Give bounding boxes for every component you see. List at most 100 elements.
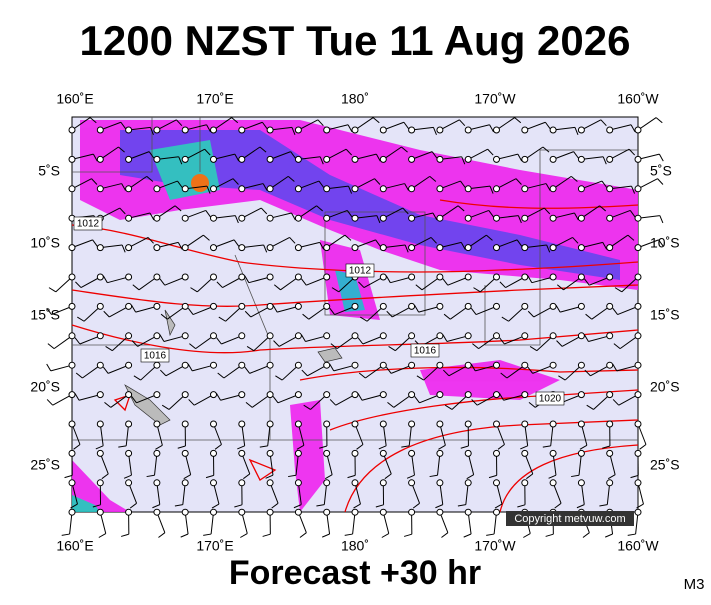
station: [578, 421, 584, 427]
station: [465, 303, 471, 309]
station: [437, 362, 443, 368]
station: [550, 303, 556, 309]
station: [465, 127, 471, 133]
station: [465, 274, 471, 280]
lon-label-top: 180˚: [341, 91, 369, 107]
station: [550, 333, 556, 339]
station: [295, 362, 301, 368]
station: [126, 450, 132, 456]
station: [239, 274, 245, 280]
station: [97, 509, 103, 515]
station: [494, 274, 500, 280]
station: [126, 392, 132, 398]
station: [437, 245, 443, 251]
station: [239, 245, 245, 251]
lon-label-top: 160˚W: [617, 91, 659, 107]
station: [126, 509, 132, 515]
station: [522, 215, 528, 221]
station: [635, 186, 641, 192]
station: [182, 156, 188, 162]
station: [437, 480, 443, 486]
station: [522, 245, 528, 251]
station: [494, 303, 500, 309]
station: [267, 509, 273, 515]
station: [239, 156, 245, 162]
station: [154, 421, 160, 427]
station: [635, 392, 641, 398]
rain-max: [191, 174, 209, 192]
station: [69, 333, 75, 339]
station: [607, 450, 613, 456]
station: [635, 509, 641, 515]
station: [550, 245, 556, 251]
station: [437, 421, 443, 427]
station: [97, 303, 103, 309]
station: [409, 127, 415, 133]
title: 1200 NZST Tue 11 Aug 2026: [80, 17, 631, 64]
station: [380, 127, 386, 133]
station: [324, 421, 330, 427]
station: [267, 333, 273, 339]
station: [97, 156, 103, 162]
station: [550, 421, 556, 427]
station: [69, 392, 75, 398]
station: [97, 186, 103, 192]
station: [239, 215, 245, 221]
station: [267, 480, 273, 486]
wind-feather: [48, 344, 54, 349]
station: [352, 392, 358, 398]
station: [494, 509, 500, 515]
lat-label-left: 20˚S: [30, 379, 60, 395]
station: [267, 127, 273, 133]
station: [352, 509, 358, 515]
station: [578, 186, 584, 192]
station: [522, 303, 528, 309]
station: [409, 450, 415, 456]
station: [69, 303, 75, 309]
station: [295, 186, 301, 192]
station: [465, 421, 471, 427]
station: [578, 274, 584, 280]
station: [69, 421, 75, 427]
station: [69, 156, 75, 162]
station: [324, 245, 330, 251]
station: [635, 245, 641, 251]
station: [324, 127, 330, 133]
station: [97, 392, 103, 398]
lat-label-left: 5˚S: [38, 163, 60, 179]
station: [522, 362, 528, 368]
lat-label-right: 5˚S: [650, 163, 672, 179]
lat-label-right: 25˚S: [650, 457, 680, 473]
station: [69, 509, 75, 515]
station: [211, 156, 217, 162]
station: [239, 509, 245, 515]
station: [267, 274, 273, 280]
station: [635, 480, 641, 486]
wind-feather: [656, 118, 662, 123]
station: [267, 245, 273, 251]
station: [578, 362, 584, 368]
station: [324, 156, 330, 162]
wind-feather: [62, 534, 70, 535]
wind-feather: [486, 534, 494, 535]
station: [126, 480, 132, 486]
station: [211, 333, 217, 339]
isobar-label: 1016: [414, 346, 437, 357]
station: [409, 392, 415, 398]
station: [154, 480, 160, 486]
station: [239, 362, 245, 368]
station: [409, 156, 415, 162]
station: [522, 392, 528, 398]
station: [578, 392, 584, 398]
lat-label-right: 15˚S: [650, 307, 680, 323]
station: [635, 274, 641, 280]
station: [380, 509, 386, 515]
station: [465, 186, 471, 192]
station: [267, 392, 273, 398]
station: [295, 215, 301, 221]
station: [182, 245, 188, 251]
station: [352, 186, 358, 192]
station: [97, 274, 103, 280]
station: [295, 245, 301, 251]
